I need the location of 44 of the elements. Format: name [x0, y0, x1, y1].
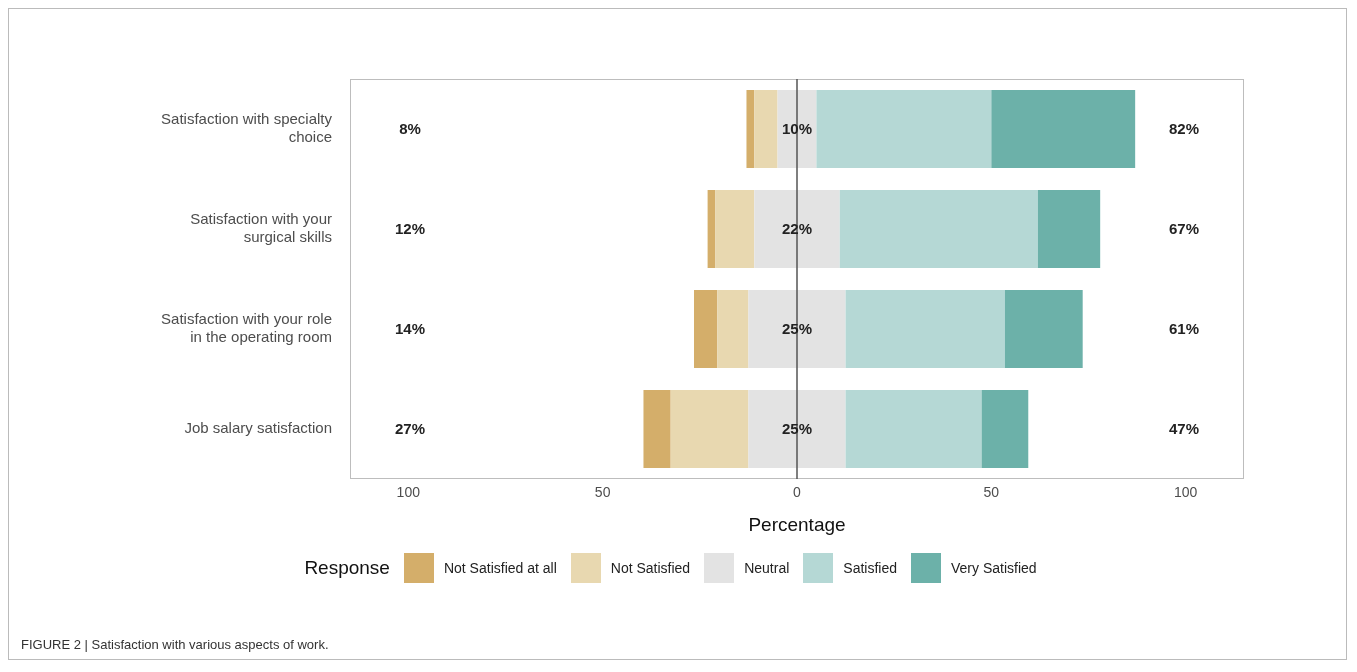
- bar: [717, 290, 749, 368]
- bar: [754, 90, 778, 168]
- y-tick-label: Satisfaction with your surgical skills: [190, 209, 332, 245]
- x-tick-label: 0: [793, 483, 802, 500]
- bar: [707, 190, 716, 268]
- bar: [1004, 290, 1083, 368]
- annotation: 14%: [394, 319, 426, 339]
- bar: [991, 90, 1136, 168]
- bar: [694, 290, 718, 368]
- y-tick-label: Satisfaction with specialty choice: [161, 109, 333, 145]
- annotation: 27%: [394, 419, 426, 439]
- bar: [715, 190, 755, 268]
- y-tick-label: Satisfaction with your role in the operating room: [161, 309, 332, 345]
- bar: [754, 190, 840, 268]
- y-tick-label: Job salary satisfaction: [184, 418, 332, 436]
- legend-label: Not Satisfied at all: [443, 560, 557, 576]
- x-tick-label: 100: [1174, 483, 1198, 500]
- annotation: 12%: [394, 219, 426, 239]
- legend-label: Satisfied: [843, 560, 897, 576]
- bar: [1037, 190, 1101, 268]
- bar: [981, 390, 1029, 468]
- bar: [845, 290, 1005, 368]
- annotation: 82%: [1168, 119, 1200, 139]
- annotation: 67%: [1168, 219, 1200, 239]
- x-axis-title: Percentage: [748, 514, 846, 535]
- bar: [746, 90, 755, 168]
- legend-label: Neutral: [744, 560, 790, 576]
- annotation: 47%: [1168, 419, 1200, 439]
- x-tick-label: 50: [594, 483, 611, 500]
- caption: FIGURE 2 | Satisfaction with various aspects of work.: [21, 637, 329, 652]
- bar: [845, 390, 982, 468]
- bar: [839, 190, 1038, 268]
- annotation: 8%: [398, 119, 422, 139]
- bar: [748, 290, 846, 368]
- legend-label: Very Satisfied: [951, 560, 1037, 576]
- legend-title: Response: [304, 557, 390, 579]
- legend-label: Not Satisfied: [610, 560, 691, 576]
- x-tick-label: 100: [396, 483, 421, 500]
- bar: [816, 90, 992, 168]
- bar: [748, 390, 846, 468]
- bar: [643, 390, 671, 468]
- annotation: 61%: [1168, 319, 1200, 339]
- x-tick-label: 50: [983, 483, 1000, 500]
- bar: [670, 390, 749, 468]
